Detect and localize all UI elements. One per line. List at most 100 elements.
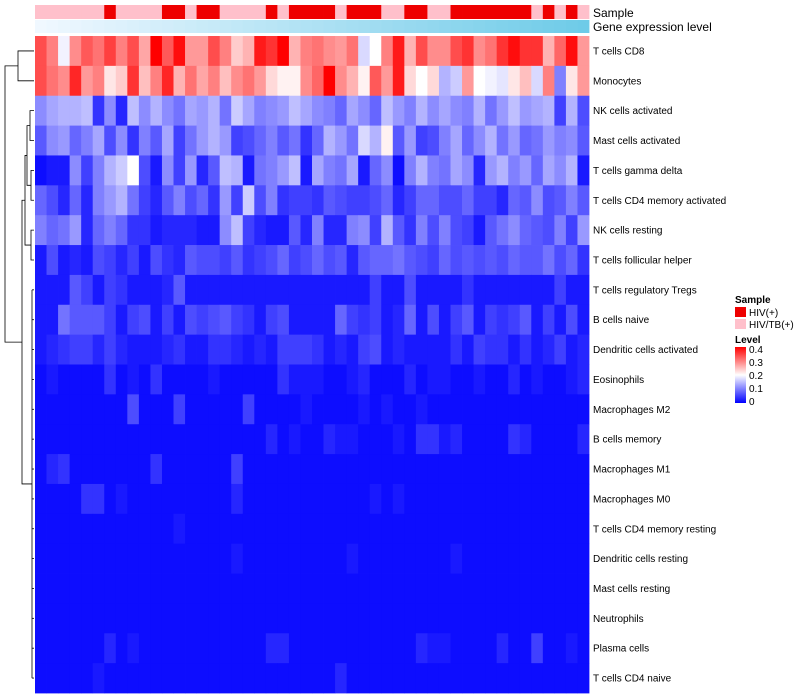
heatmap-cell (115, 245, 128, 276)
heatmap-cell (323, 274, 336, 306)
heatmap-cell (161, 394, 174, 425)
heatmap-cell (577, 603, 590, 634)
heatmap-cell (554, 334, 567, 365)
heatmap-cell (69, 245, 82, 276)
heatmap-cell (115, 454, 128, 485)
heatmap-cell (427, 454, 440, 485)
heatmap-cell (150, 513, 163, 545)
heatmap-cell (288, 185, 301, 216)
heatmap-cell (462, 454, 474, 485)
heatmap-cell (404, 125, 417, 156)
heatmap-cell (265, 304, 278, 336)
heatmap-cell (115, 155, 128, 186)
heatmap-cell (288, 424, 301, 455)
heatmap-cell (185, 394, 197, 425)
gene-expression-cell (392, 20, 405, 33)
heatmap-cell (196, 155, 209, 186)
heatmap-cell (35, 215, 47, 246)
heatmap-cell (312, 125, 324, 156)
heatmap-cell (138, 454, 151, 485)
heatmap-cell (35, 334, 47, 365)
heatmap-cell (92, 185, 105, 216)
heatmap-cell (92, 573, 105, 604)
heatmap-cell (300, 155, 313, 186)
heatmap-cell (462, 245, 474, 276)
heatmap-cell (208, 394, 221, 425)
heatmap-cell (138, 483, 151, 515)
heatmap-cell (288, 274, 301, 306)
heatmap-cell (81, 513, 94, 545)
heatmap-cell (208, 424, 221, 455)
heatmap-cell (231, 364, 244, 395)
heatmap-cell (473, 95, 486, 126)
heatmap-cell (438, 65, 451, 97)
heatmap-cell (219, 274, 232, 306)
heatmap-cell (242, 125, 255, 156)
heatmap-cell (81, 65, 94, 97)
heatmap-cell (300, 603, 313, 634)
sample-annotation-cell (462, 5, 474, 19)
heatmap-cell (508, 424, 521, 455)
heatmap-cell (381, 125, 394, 156)
heatmap-cell (427, 215, 440, 246)
heatmap-cell (185, 185, 197, 216)
heatmap-cell (392, 185, 405, 216)
heatmap-cell (496, 245, 509, 276)
heatmap-cell (473, 125, 486, 156)
heatmap-cell (335, 155, 348, 186)
heatmap-cell (127, 573, 140, 604)
heatmap-cell (415, 36, 428, 67)
legend-level-tick-label: 0 (749, 397, 755, 408)
row-label: NK cells resting (593, 226, 662, 237)
heatmap-cell (381, 95, 394, 126)
heatmap-cell (288, 155, 301, 186)
sample-annotation-cell (312, 5, 324, 19)
heatmap-cell (300, 543, 313, 574)
heatmap-cell (104, 483, 117, 515)
heatmap-cell (161, 245, 174, 276)
legend-level-tick-label: 0.2 (749, 371, 763, 382)
heatmap-cell (381, 513, 394, 545)
heatmap-cell (438, 155, 451, 186)
heatmap-cell (127, 603, 140, 634)
gene-expression-cell (150, 20, 163, 33)
gene-expression-cell (415, 20, 428, 33)
heatmap-cell (312, 454, 324, 485)
heatmap-cell (300, 513, 313, 545)
heatmap-cell (138, 304, 151, 336)
heatmap-cell (69, 513, 82, 545)
heatmap-cell (462, 603, 474, 634)
heatmap-cell (312, 663, 324, 694)
heatmap-cell (369, 125, 382, 156)
heatmap-cell (565, 304, 578, 336)
heatmap-cell (92, 304, 105, 336)
heatmap-cell (496, 155, 509, 186)
heatmap-cell (415, 483, 428, 515)
heatmap-cell (185, 424, 197, 455)
heatmap-cell (496, 633, 509, 664)
heatmap-cell (577, 394, 590, 425)
heatmap-cell (161, 543, 174, 574)
heatmap-cell (358, 215, 371, 246)
heatmap-cell (392, 125, 405, 156)
heatmap-cell (358, 513, 371, 545)
heatmap-cell (277, 185, 290, 216)
heatmap-cell (127, 36, 140, 67)
heatmap-cell (346, 36, 359, 67)
heatmap-cell (346, 364, 359, 395)
sample-annotation-cell (196, 5, 209, 19)
heatmap-cell (415, 304, 428, 336)
heatmap-cell (531, 424, 544, 455)
heatmap-cell (219, 663, 232, 694)
heatmap-cell (392, 215, 405, 246)
gene-expression-cell (46, 20, 59, 33)
heatmap-cell (519, 513, 532, 545)
heatmap-cell (565, 394, 578, 425)
heatmap-cell (381, 454, 394, 485)
heatmap-cell (69, 304, 82, 336)
heatmap-cell (69, 633, 82, 664)
row-label: NK cells activated (593, 106, 672, 117)
heatmap-cell (462, 394, 474, 425)
heatmap-cell (577, 633, 590, 664)
heatmap-cell (381, 663, 394, 694)
